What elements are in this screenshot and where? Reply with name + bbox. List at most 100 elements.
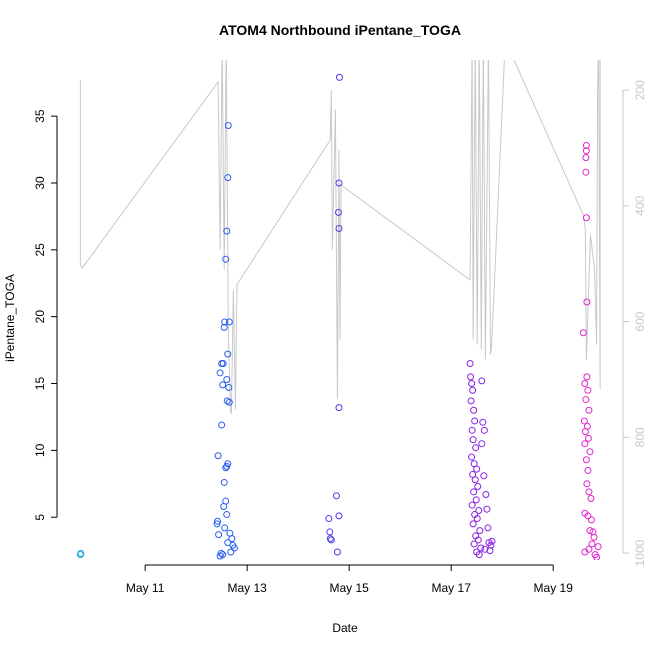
data-point <box>478 440 486 448</box>
data-point <box>487 541 495 549</box>
data-point <box>486 547 494 555</box>
data-point <box>472 444 480 452</box>
data-point <box>230 544 238 552</box>
data-point <box>582 142 590 150</box>
data-point <box>594 543 602 551</box>
data-point <box>335 404 343 412</box>
data-point <box>220 503 228 511</box>
data-point <box>469 436 477 444</box>
data-point <box>333 548 341 556</box>
data-point <box>466 359 474 367</box>
data-point <box>581 428 589 436</box>
data-point <box>225 398 233 406</box>
data-point <box>468 380 476 388</box>
data-point <box>223 397 231 405</box>
data-point <box>482 490 490 498</box>
y-tick-label: 20 <box>33 310 47 324</box>
data-point <box>224 174 232 182</box>
data-point <box>470 540 478 548</box>
data-point <box>215 531 223 539</box>
x-tick-label: May 19 <box>534 581 574 595</box>
y-axis-label: iPentane_TOGA <box>3 274 17 362</box>
data-point <box>332 492 340 500</box>
data-point <box>469 386 477 394</box>
data-point <box>219 381 227 389</box>
x-axis-label: Date <box>332 621 358 635</box>
data-point <box>588 540 596 548</box>
data-point <box>335 73 343 81</box>
data-point <box>582 168 590 176</box>
x-tick-label: May 11 <box>126 581 165 595</box>
data-point <box>579 329 587 337</box>
data-point <box>467 373 475 381</box>
data-point <box>220 478 228 486</box>
data-point <box>218 421 226 429</box>
data-point <box>585 406 593 414</box>
data-point <box>325 515 333 523</box>
y-tick-label: 25 <box>33 243 47 257</box>
data-point <box>581 440 589 448</box>
data-point <box>590 533 598 541</box>
data-point <box>475 551 483 559</box>
data-point <box>467 397 475 405</box>
data-point <box>589 528 597 536</box>
data-point <box>335 512 343 520</box>
data-point <box>223 376 231 384</box>
data-point <box>468 501 476 509</box>
data-point <box>473 515 481 523</box>
data-point <box>223 462 231 470</box>
data-point <box>327 536 335 544</box>
data-point <box>335 179 343 187</box>
data-point <box>470 488 478 496</box>
data-point <box>220 323 228 331</box>
data-point <box>583 298 591 306</box>
data-point <box>584 434 592 442</box>
data-point <box>219 551 227 559</box>
data-point <box>474 482 482 490</box>
data-point <box>224 122 232 130</box>
data-point <box>469 520 477 528</box>
data-point <box>468 453 476 461</box>
data-point <box>584 386 592 394</box>
data-point <box>582 456 590 464</box>
data-point <box>214 452 222 460</box>
y2-tick-label: 1000 <box>633 539 647 566</box>
data-point <box>593 553 601 560</box>
data-point <box>213 520 221 528</box>
data-point <box>225 318 233 326</box>
y-tick-label: 15 <box>33 377 47 391</box>
y2-tick-label: 200 <box>633 80 647 100</box>
data-point <box>584 466 592 474</box>
y-tick-label: 10 <box>33 443 47 457</box>
data-point <box>468 426 476 434</box>
data-point <box>484 524 492 532</box>
data-point <box>583 480 591 488</box>
data-point <box>581 380 589 388</box>
data-point <box>480 472 488 480</box>
data-point <box>223 511 231 519</box>
data-point <box>581 548 589 556</box>
data-point <box>225 384 233 392</box>
data-point <box>582 396 590 404</box>
data-point <box>216 369 224 377</box>
data-point <box>471 476 479 484</box>
data-point <box>585 488 593 496</box>
data-point <box>224 350 232 358</box>
data-point <box>326 535 334 543</box>
y-tick-label: 30 <box>33 176 47 190</box>
data-point <box>475 507 483 515</box>
data-point <box>219 359 227 367</box>
data-point <box>471 417 479 425</box>
data-point <box>582 154 590 162</box>
data-point <box>478 377 486 385</box>
data-point <box>580 417 588 425</box>
data-point <box>587 516 595 524</box>
data-point <box>488 537 496 545</box>
pressure-line <box>79 60 601 415</box>
data-point <box>214 517 222 525</box>
x-tick-label: May 17 <box>432 581 472 595</box>
data-point <box>472 496 480 504</box>
y-tick-label: 35 <box>33 109 47 123</box>
data-point <box>223 227 231 235</box>
